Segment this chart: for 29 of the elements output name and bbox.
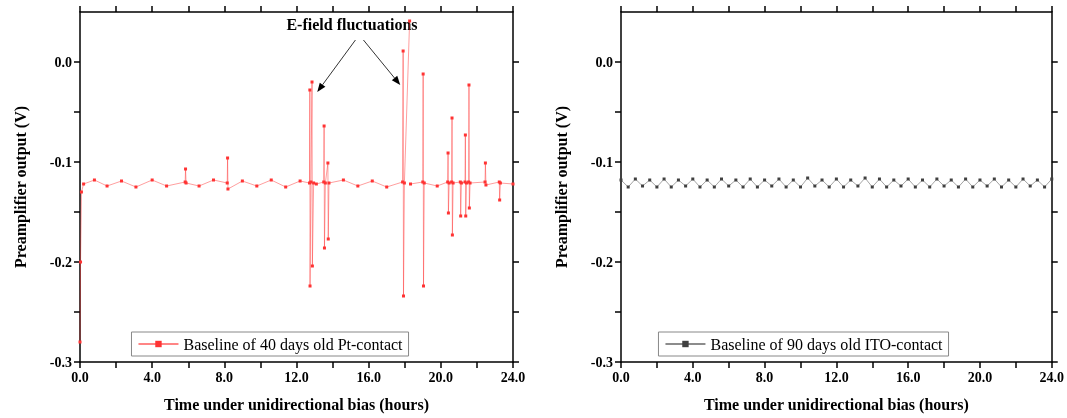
x-tick-label: 20.0 bbox=[428, 369, 454, 385]
x-tick-label: 12.0 bbox=[824, 369, 849, 385]
y-tick-label: -0.2 bbox=[49, 254, 72, 270]
y-tick-label: -0.1 bbox=[590, 154, 613, 170]
y-tick-label: 0.0 bbox=[54, 54, 72, 70]
x-axis-title: Time under unidirectional bias (hours) bbox=[164, 395, 429, 414]
annotation: E-field fluctuations bbox=[286, 15, 418, 33]
x-tick-label: 8.0 bbox=[755, 369, 774, 385]
y-tick-label: -0.2 bbox=[590, 254, 613, 270]
y-axis-title: Preamplifier output (V) bbox=[11, 105, 30, 269]
x-tick-label: 0.0 bbox=[71, 369, 89, 385]
x-tick-label: 24.0 bbox=[1039, 369, 1064, 385]
x-tick-label: 8.0 bbox=[215, 369, 234, 385]
y-axis-title: Preamplifier output (V) bbox=[552, 105, 571, 269]
x-axis-title: Time under unidirectional bias (hours) bbox=[703, 395, 969, 414]
legend-label: Baseline of 90 days old ITO-contact bbox=[710, 335, 944, 354]
x-tick-label: 4.0 bbox=[143, 369, 161, 385]
y-tick-label: -0.3 bbox=[590, 354, 613, 370]
y-tick-label: -0.3 bbox=[49, 354, 72, 370]
x-tick-label: 0.0 bbox=[612, 369, 630, 385]
x-tick-label: 20.0 bbox=[967, 369, 993, 385]
x-tick-label: 24.0 bbox=[500, 369, 526, 385]
legend-label: Baseline of 40 days old Pt-contact bbox=[183, 335, 404, 354]
x-tick-label: 16.0 bbox=[895, 369, 921, 385]
x-tick-label: 12.0 bbox=[284, 369, 309, 385]
y-tick-label: -0.1 bbox=[49, 154, 72, 170]
y-tick-label: 0.0 bbox=[595, 54, 613, 70]
x-tick-label: 16.0 bbox=[356, 369, 381, 385]
x-tick-label: 4.0 bbox=[684, 369, 702, 385]
